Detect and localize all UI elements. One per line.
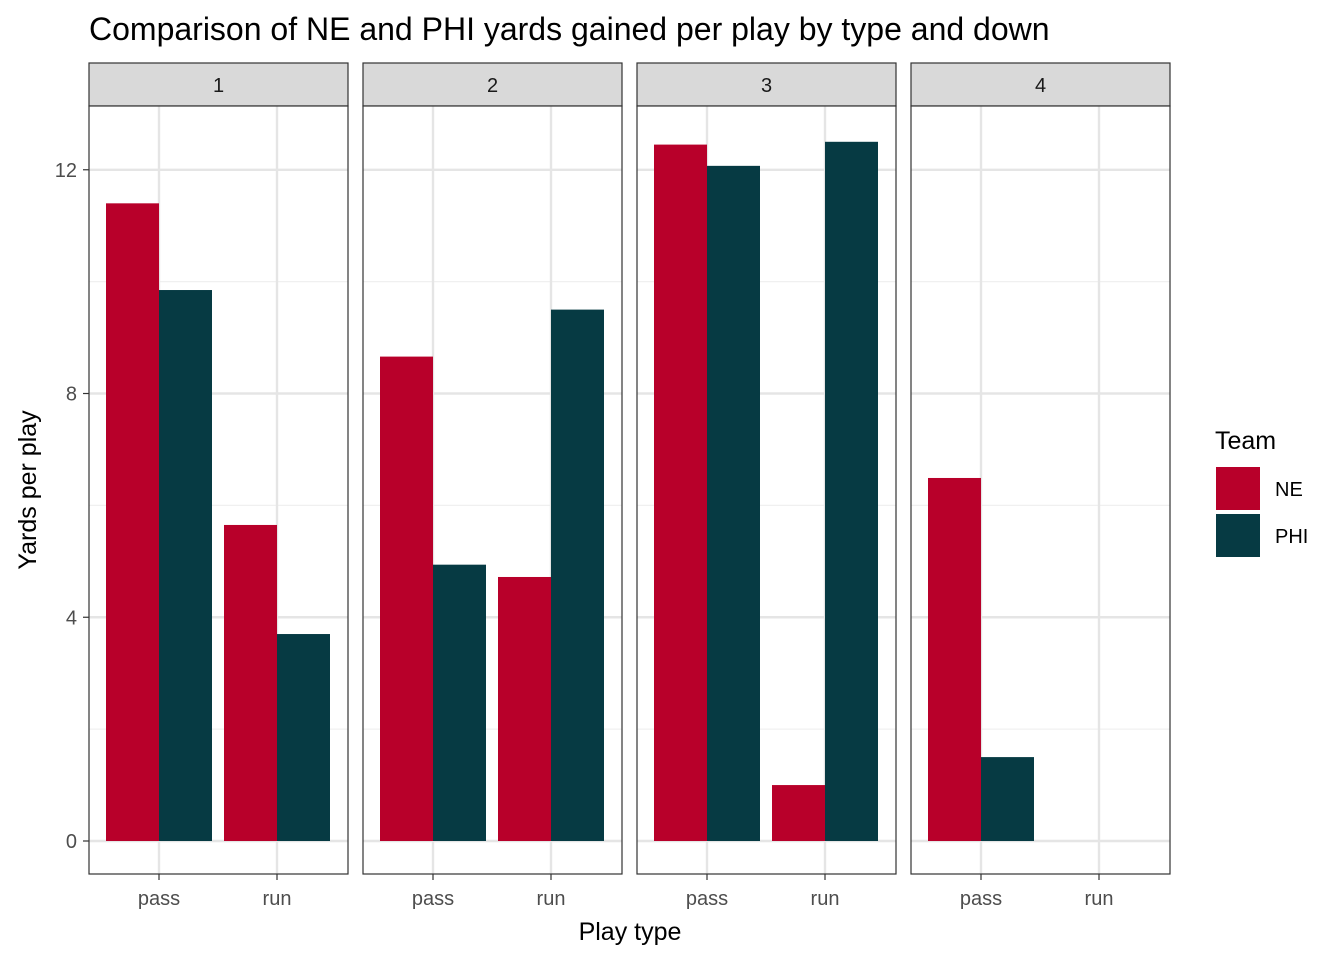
bar-phi-pass-down-4 <box>981 757 1034 841</box>
x-tick-label: run <box>263 888 292 910</box>
x-tick-label: pass <box>412 888 454 910</box>
legend-label-ne: NE <box>1275 479 1303 501</box>
facet-strip <box>636 62 897 107</box>
panel-border <box>362 105 623 875</box>
bar-ne-pass-down-2 <box>380 356 433 841</box>
facet-strip-label: 4 <box>1035 75 1046 97</box>
facet-strip-label: 1 <box>213 75 224 97</box>
panel-border <box>910 105 1171 875</box>
legend-key-phi <box>1216 514 1260 557</box>
y-tick-label: 4 <box>66 607 77 629</box>
chart-title: Comparison of NE and PHI yards gained pe… <box>89 11 1050 47</box>
facet-strip <box>362 62 623 107</box>
x-tick-label: run <box>1085 888 1114 910</box>
legend-title: Team <box>1215 427 1276 455</box>
x-tick-label: pass <box>138 888 180 910</box>
panel-border <box>88 105 349 875</box>
bar-phi-pass-down-3 <box>707 165 760 841</box>
facet-strip-label: 2 <box>487 75 498 97</box>
bar-ne-run-down-1 <box>224 524 277 841</box>
bar-ne-run-down-3 <box>772 785 825 841</box>
x-tick-label: run <box>537 888 566 910</box>
bar-ne-pass-down-4 <box>928 477 981 841</box>
legend-key-ne <box>1216 467 1260 510</box>
x-tick-label: pass <box>686 888 728 910</box>
y-tick-label: 8 <box>66 384 77 406</box>
x-tick-label: run <box>811 888 840 910</box>
facet-strip-label: 3 <box>761 75 772 97</box>
bar-phi-pass-down-2 <box>433 564 486 841</box>
y-tick-label: 12 <box>55 160 77 182</box>
bar-phi-pass-down-1 <box>159 290 212 841</box>
panel-border <box>636 105 897 875</box>
facet-strip <box>910 62 1171 107</box>
x-axis-label: Play type <box>579 918 682 946</box>
bar-phi-run-down-3 <box>825 141 878 841</box>
y-tick-label: 0 <box>66 831 77 853</box>
bar-phi-run-down-2 <box>551 309 604 841</box>
bar-ne-pass-down-1 <box>106 203 159 841</box>
bar-phi-run-down-1 <box>277 634 330 841</box>
y-axis-label: Yards per play <box>14 410 42 570</box>
bar-ne-run-down-2 <box>498 576 551 841</box>
x-tick-label: pass <box>960 888 1002 910</box>
facet-strip <box>88 62 349 107</box>
bar-ne-pass-down-3 <box>654 144 707 841</box>
legend-label-phi: PHI <box>1275 526 1308 548</box>
